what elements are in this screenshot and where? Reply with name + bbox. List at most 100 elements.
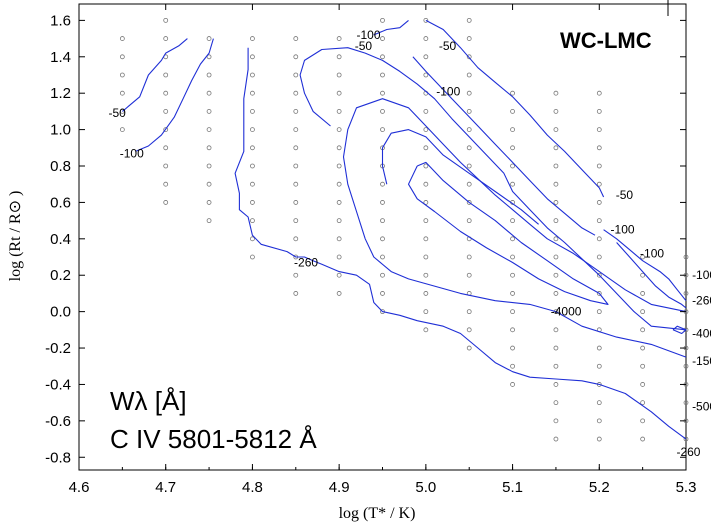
grid-point	[380, 72, 385, 78]
grid-point	[250, 108, 255, 114]
grid-point	[596, 309, 602, 315]
grid-point	[553, 272, 559, 278]
grid-point	[423, 236, 429, 242]
x-tick-label: 4.9	[329, 479, 350, 496]
grid-point	[640, 345, 646, 351]
grid-point	[510, 218, 515, 224]
contour-line	[603, 229, 687, 302]
grid-point	[293, 54, 299, 60]
grid-point	[466, 108, 472, 114]
contour-line	[412, 56, 596, 236]
grid-point	[380, 291, 385, 296]
grid-point	[293, 291, 299, 296]
contour-label: -50	[616, 188, 634, 202]
grid-point	[336, 181, 342, 187]
grid-point	[163, 72, 169, 78]
grid-point	[336, 163, 342, 169]
y-tick-label: -0.6	[45, 413, 71, 430]
grid-point	[466, 145, 472, 151]
grid-point	[510, 108, 515, 114]
contour-label: -100	[356, 28, 380, 42]
contour-label: -100	[120, 146, 144, 160]
grid-point	[250, 181, 255, 187]
axis-ticks: 4.6 4.7 4.8 4.9 5.0 5.1 5.2 5.3 -0.8 -0.6 -0.4 -0.2…	[45, 4, 696, 496]
grid-point	[553, 363, 559, 369]
grid-point	[423, 218, 429, 224]
y-tick-label: 1.4	[50, 49, 71, 66]
grid-point	[510, 272, 515, 278]
grid-point	[163, 108, 169, 114]
grid-point	[250, 90, 255, 96]
grid-point	[206, 127, 212, 133]
grid-point	[423, 17, 429, 23]
contour-label: -4000	[692, 326, 711, 340]
grid-point	[640, 272, 646, 278]
grid-point	[293, 90, 299, 96]
contour-line	[381, 129, 539, 225]
grid-point	[293, 163, 299, 169]
grid-point	[336, 272, 342, 278]
grid-point	[293, 272, 299, 278]
grid-point	[206, 200, 212, 205]
grid-point	[640, 418, 646, 424]
grid-point	[596, 218, 602, 224]
grid-point	[380, 181, 385, 187]
grid-point	[596, 145, 602, 151]
y-tick-label: -0.4	[45, 376, 71, 393]
grid-point	[640, 254, 646, 260]
grid-point	[293, 236, 299, 242]
contour-line	[364, 238, 687, 358]
contour-lines	[122, 19, 687, 440]
x-tick-label: 5.3	[676, 479, 697, 496]
grid-point	[423, 309, 429, 315]
grid-point	[206, 145, 212, 151]
grid-point	[553, 327, 559, 333]
grid-point	[553, 181, 559, 187]
x-tick-label: 4.7	[155, 479, 176, 496]
grid-point	[250, 236, 255, 242]
grid-point	[640, 382, 646, 387]
grid-point	[119, 127, 125, 133]
grid-point	[206, 36, 212, 41]
grid-point	[596, 345, 602, 351]
contour-label: -50	[355, 39, 373, 53]
grid-point	[596, 400, 602, 406]
grid-point	[510, 327, 515, 333]
grid-point	[596, 291, 602, 296]
grid-point	[683, 363, 689, 369]
grid-point	[380, 127, 385, 133]
grid-point	[250, 254, 255, 260]
grid-point	[466, 54, 472, 60]
grid-point	[553, 382, 559, 387]
grid-point	[510, 236, 515, 242]
contour-label: -260	[676, 445, 700, 459]
grid-point	[640, 436, 646, 442]
grid-point	[206, 181, 212, 187]
grid-point	[250, 54, 255, 60]
grid-point	[163, 163, 169, 169]
grid-point	[250, 36, 255, 41]
grid-point	[336, 36, 342, 41]
grid-point	[596, 254, 602, 260]
grid-point	[250, 145, 255, 151]
y-axis-label: log (Rt / R⊙ )	[7, 191, 24, 282]
grid-point	[466, 163, 472, 169]
contour-line	[135, 38, 214, 152]
grid-point	[596, 163, 602, 169]
grid-point	[596, 181, 602, 187]
grid-point	[553, 254, 559, 260]
contour-label: -1500	[692, 354, 711, 368]
y-tick-label: 0.6	[50, 194, 71, 211]
contour-line	[234, 47, 687, 440]
grid-point	[553, 418, 559, 424]
grid-point	[423, 200, 429, 205]
grid-point	[596, 436, 602, 442]
grid-point	[293, 108, 299, 114]
contour-labels: -50-100-260-100-50-50-100-50-100-100-100…	[108, 28, 711, 459]
grid-point	[510, 291, 515, 296]
grid-point	[510, 254, 515, 260]
grid-point	[553, 200, 559, 205]
grid-point	[466, 17, 472, 23]
grid-point	[596, 127, 602, 133]
y-tick-label: -0.8	[45, 449, 71, 466]
